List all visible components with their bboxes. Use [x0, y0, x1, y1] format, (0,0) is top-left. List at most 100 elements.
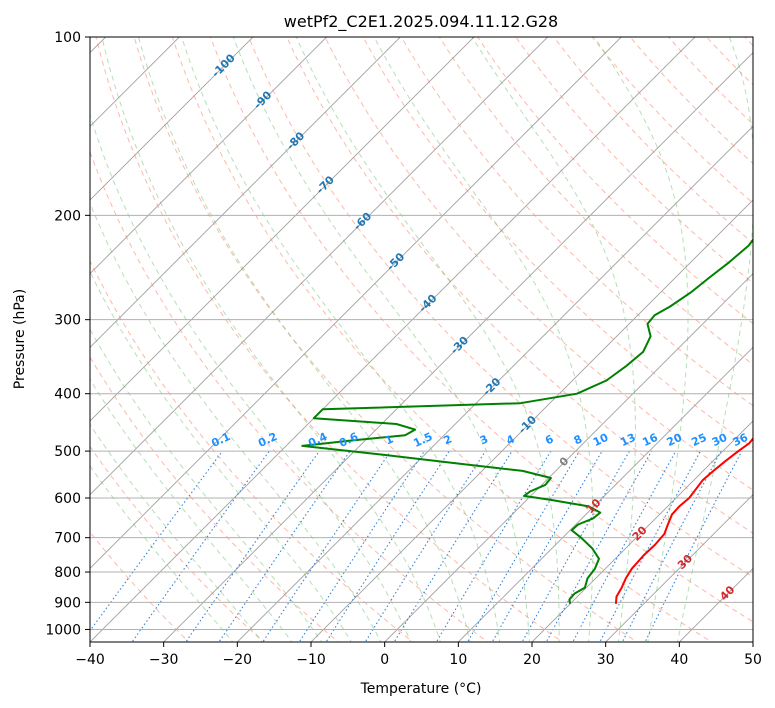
y-tick-label: 200: [54, 208, 81, 224]
y-tick-label: 1000: [45, 622, 81, 638]
x-tick-label: 10: [449, 652, 467, 668]
plot-frame: [89, 36, 754, 643]
dry-adiabat-line: [744, 37, 753, 47]
isotherm-line: [90, 37, 328, 275]
dry-adiabat-line: [515, 37, 753, 284]
moist-adiabat-line: [138, 37, 471, 642]
dry-adiabat-line: [90, 356, 340, 642]
mixing-ratio-label: 0.4: [306, 430, 329, 450]
mixing-ratio-line: [325, 450, 450, 642]
dry-adiabat-line: [400, 37, 753, 407]
dry-adiabat-line: [770, 24, 775, 645]
mixing-ratio-label: 0.6: [337, 430, 360, 450]
mixing-ratio-line: [90, 450, 223, 632]
x-tick-label: 20: [523, 652, 541, 668]
isotherm-line: [90, 37, 549, 496]
x-tick-label: −40: [75, 652, 105, 668]
dry-adiabat-line: [90, 150, 489, 642]
dewpoint-line: [301, 238, 753, 604]
isotherm-label: -40: [416, 292, 439, 315]
profile-lines: [301, 238, 753, 604]
dry-adiabat-line: [133, 37, 638, 642]
mixing-ratio-line: [599, 450, 701, 642]
mixing-ratio-label: 30: [710, 431, 730, 449]
isotherm-label: -100: [209, 51, 238, 80]
dry-adiabat-line: [286, 37, 753, 534]
isotherm-line: [90, 37, 622, 569]
mixing-ratio-label: 16: [640, 431, 660, 449]
dry-adiabat-line: [667, 37, 753, 125]
dry-adiabat-label: 30: [675, 552, 695, 572]
pressure-gridlines: [90, 37, 753, 630]
y-tick-label: 900: [54, 595, 81, 611]
mixing-ratio-label: 1: [383, 432, 395, 447]
moist-adiabat-line: [90, 328, 323, 642]
x-axis-label: Temperature (°C): [360, 681, 482, 697]
mixing-ratio-line: [131, 450, 270, 642]
y-tick-label: 100: [54, 30, 81, 46]
mixing-ratio-line: [621, 450, 722, 642]
mixing-ratio-line: [218, 450, 351, 642]
moist-adiabat-line: [181, 37, 501, 642]
isotherm-line: [605, 494, 753, 642]
isotherm-line: [752, 641, 753, 642]
mixing-ratio-label: 13: [618, 431, 637, 449]
dry-adiabat-line: [209, 37, 753, 623]
x-axis: −40 −30 −20 −10 0 10 20 30 40 50: [75, 642, 762, 668]
isotherm-label: -10: [516, 413, 539, 436]
y-tick-label: 800: [54, 565, 81, 581]
mixing-ratio-label: 20: [665, 431, 685, 449]
y-tick-label: 300: [54, 313, 81, 329]
moist-adiabat-line: [90, 378, 293, 642]
moist-adiabat-line: [471, 37, 636, 642]
moist-adiabat-line: [594, 37, 689, 642]
isotherm-label: -50: [384, 250, 407, 273]
isotherm-label: -90: [251, 88, 274, 111]
dry-adiabat-line: [438, 37, 753, 366]
mixing-ratio-line: [466, 450, 580, 642]
dry-adiabat-line: [477, 37, 753, 325]
moist-adiabat-line: [90, 202, 382, 642]
isotherm-line: [90, 37, 475, 422]
mixing-ratio-line: [364, 450, 486, 642]
dry-adiabat-line: [248, 37, 753, 578]
isotherm-line: [90, 37, 180, 127]
y-tick-label: 600: [54, 491, 81, 507]
moist-adiabat-line: [90, 423, 264, 642]
isotherm-line: [531, 420, 753, 642]
dry-adiabat-line: [362, 37, 753, 449]
isotherm-line: [90, 37, 696, 642]
mixing-ratio-label: 2: [442, 432, 454, 447]
isotherm-line: [384, 273, 753, 642]
y-tick-label: 700: [54, 531, 81, 547]
dry-adiabat-label: 40: [717, 583, 737, 603]
x-tick-label: −20: [223, 652, 253, 668]
mixing-ratio-line: [393, 450, 513, 642]
temperature-line: [614, 437, 753, 604]
chart-title: wetPf2_C2E1.2025.094.11.12.G28: [284, 12, 558, 32]
mixing-ratio-label: 10: [591, 431, 611, 449]
x-tick-label: 40: [670, 652, 688, 668]
mixing-ratio-label: 25: [689, 431, 708, 449]
mixing-ratio-line: [572, 450, 677, 642]
x-tick-label: 0: [380, 652, 389, 668]
moist-adiabat-line: [101, 37, 441, 642]
isotherm-line: [90, 37, 401, 348]
isotherm-line: [457, 346, 753, 642]
isotherm-line: [90, 37, 254, 201]
y-tick-label: 500: [54, 444, 81, 460]
isotherm-label: -60: [351, 209, 374, 232]
dry-adiabat-line: [324, 37, 753, 491]
mixing-ratio-label: 8: [572, 432, 584, 447]
mixing-ratio-label: 3: [478, 432, 490, 447]
dry-adiabat-line: [629, 37, 753, 165]
dry-adiabat-line: [90, 531, 190, 642]
isotherm-line: [236, 125, 753, 642]
isotherm-line: [163, 52, 753, 642]
dry-adiabat-line: [591, 37, 753, 204]
moist-adiabat-line: [232, 37, 530, 642]
mixing-ratio-label: 0.2: [256, 430, 279, 450]
isotherm-label: -80: [284, 129, 307, 152]
moist-adiabat-line: [90, 113, 412, 642]
